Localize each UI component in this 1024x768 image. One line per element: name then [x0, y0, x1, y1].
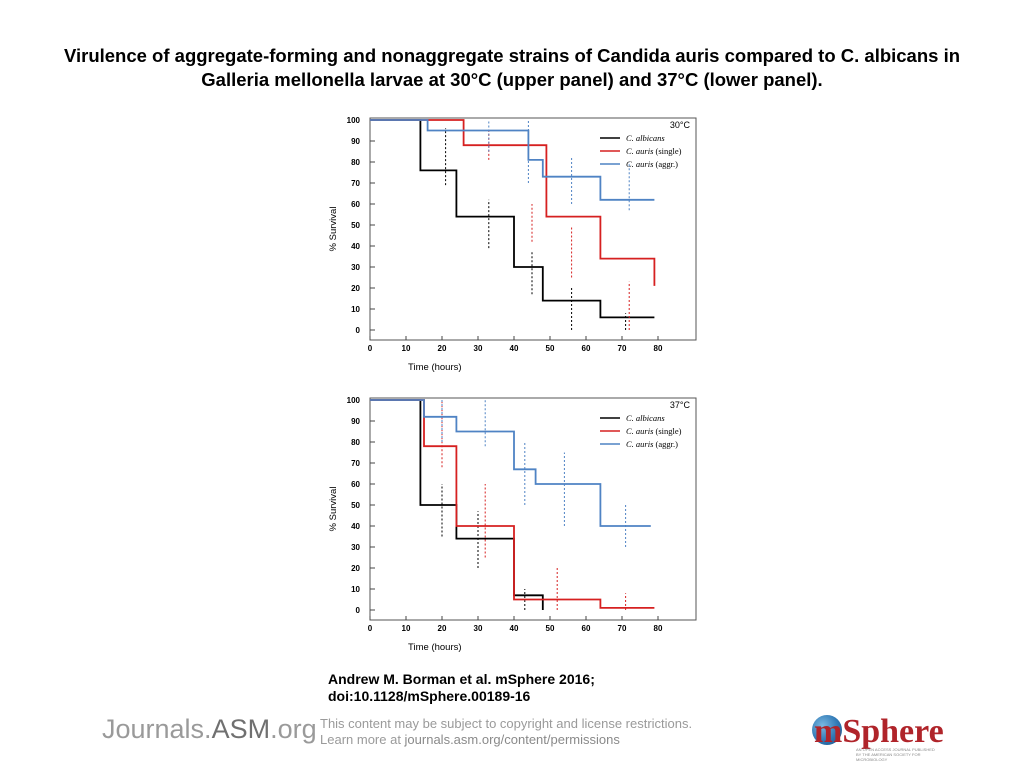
y-tick-label: 50 [351, 501, 360, 510]
y-tick-label: 100 [347, 396, 361, 405]
legend-label-strain: (aggr.) [653, 159, 678, 169]
series-line [370, 399, 655, 609]
x-tick-label: 70 [618, 344, 627, 353]
legend-label-strain: (single) [653, 146, 681, 156]
y-tick-label: 20 [351, 284, 360, 293]
x-tick-label: 70 [618, 624, 627, 633]
plot-frame [369, 117, 697, 341]
legend-label: C. albicans [626, 413, 665, 423]
x-tick-label: 10 [402, 344, 411, 353]
legend-label: C. albicans [626, 133, 665, 143]
legend-label-species: C. auris [626, 439, 654, 449]
y-tick-label: 100 [347, 116, 361, 125]
y-tick-label: 10 [351, 305, 360, 314]
panel-temperature-label: 30°C [670, 120, 691, 130]
x-tick-label: 40 [510, 624, 519, 633]
y-tick-label: 0 [356, 606, 361, 615]
y-tick-label: 30 [351, 263, 360, 272]
series-line [370, 119, 655, 319]
msphere-logo[interactable]: mSphere AN OPEN ACCESS JOURNAL PUBLISHED… [810, 713, 944, 762]
legend-label: C. auris (single) [626, 426, 682, 436]
y-tick-label: 90 [351, 137, 360, 146]
y-axis-label: % Survival [328, 207, 339, 252]
rights-notice: This content may be subject to copyright… [320, 716, 692, 748]
permissions-link[interactable]: journals.asm.org/content/permissions [404, 732, 620, 747]
x-axis-label: Time (hours) [408, 362, 462, 373]
rights-line-2: Learn more at journals.asm.org/content/p… [320, 732, 692, 748]
legend-label: C. auris (aggr.) [626, 159, 678, 169]
rights-line-1: This content may be subject to copyright… [320, 716, 693, 731]
y-tick-label: 90 [351, 417, 360, 426]
legend-label: C. auris (aggr.) [626, 439, 678, 449]
legend-label-species: C. auris [626, 146, 654, 156]
y-tick-label: 60 [351, 200, 360, 209]
y-tick-label: 80 [351, 438, 360, 447]
x-axis-label: Time (hours) [408, 642, 462, 653]
y-tick-label: 20 [351, 564, 360, 573]
citation: Andrew M. Borman et al. mSphere 2016; do… [328, 671, 595, 705]
chart-panel-30c: 0 10 20 30 40 50 60 70 80 90 100 0 10 20 30 40 50 60 70 80 T… [318, 110, 698, 390]
panel-temperature-label: 37°C [670, 400, 691, 410]
y-tick-label: 10 [351, 585, 360, 594]
y-tick-label: 0 [356, 326, 361, 335]
citation-line-1: Andrew M. Borman et al. mSphere 2016; [328, 671, 595, 687]
x-tick-label: 50 [546, 344, 555, 353]
chart-panel-37c: 0 10 20 30 40 50 60 70 80 90 100 0 10 20 30 40 50 60 70 80 T… [318, 390, 698, 670]
x-tick-label: 30 [474, 344, 483, 353]
series-line [370, 119, 656, 286]
journals-asm-logo[interactable]: Journals.ASM.org [102, 714, 317, 745]
y-tick-label: 60 [351, 480, 360, 489]
legend-label-species: C. auris [626, 426, 654, 436]
x-tick-label: 0 [368, 624, 373, 633]
legend-label-species: C. auris [626, 159, 654, 169]
journals-logo-asm: ASM [211, 714, 271, 744]
journals-logo-suffix: .org [270, 714, 317, 744]
y-tick-label: 70 [351, 179, 360, 188]
legend-label-species: C. albicans [626, 133, 665, 143]
series-line [370, 399, 651, 527]
msphere-logo-text: mSphere [814, 713, 944, 750]
citation-line-2: doi:10.1128/mSphere.00189-16 [328, 688, 531, 704]
msphere-tagline: AN OPEN ACCESS JOURNAL PUBLISHED BY THE … [856, 747, 935, 762]
x-tick-label: 50 [546, 624, 555, 633]
x-tick-label: 40 [510, 344, 519, 353]
x-tick-label: 10 [402, 624, 411, 633]
plot-frame [369, 397, 697, 621]
x-tick-label: 60 [582, 344, 591, 353]
x-tick-label: 80 [654, 344, 663, 353]
rights-line-2-prefix: Learn more at [320, 732, 405, 747]
figure-title: Virulence of aggregate-forming and nonag… [63, 45, 961, 90]
survival-chart-37c: 0 10 20 30 40 50 60 70 80 90 100 0 10 20 30 40 50 60 70 80 T… [328, 396, 697, 653]
y-tick-label: 30 [351, 543, 360, 552]
y-tick-label: 40 [351, 522, 360, 531]
legend-label-species: C. albicans [626, 413, 665, 423]
series-line [370, 119, 655, 201]
x-tick-label: 0 [368, 344, 373, 353]
x-tick-label: 80 [654, 624, 663, 633]
journals-logo-prefix: Journals. [102, 714, 212, 744]
msphere-sphere-icon [812, 715, 842, 745]
y-axis-label: % Survival [328, 487, 339, 532]
y-tick-label: 70 [351, 459, 360, 468]
legend-label: C. auris (single) [626, 146, 682, 156]
x-tick-label: 30 [474, 624, 483, 633]
x-tick-label: 60 [582, 624, 591, 633]
legend-label-strain: (single) [653, 426, 681, 436]
y-tick-label: 50 [351, 221, 360, 230]
y-tick-label: 80 [351, 158, 360, 167]
y-tick-label: 40 [351, 242, 360, 251]
survival-chart-30c: 0 10 20 30 40 50 60 70 80 90 100 0 10 20 30 40 50 60 70 80 T… [328, 116, 697, 373]
x-tick-label: 20 [438, 344, 447, 353]
x-tick-label: 20 [438, 624, 447, 633]
series-line [370, 399, 544, 610]
legend-label-strain: (aggr.) [653, 439, 678, 449]
